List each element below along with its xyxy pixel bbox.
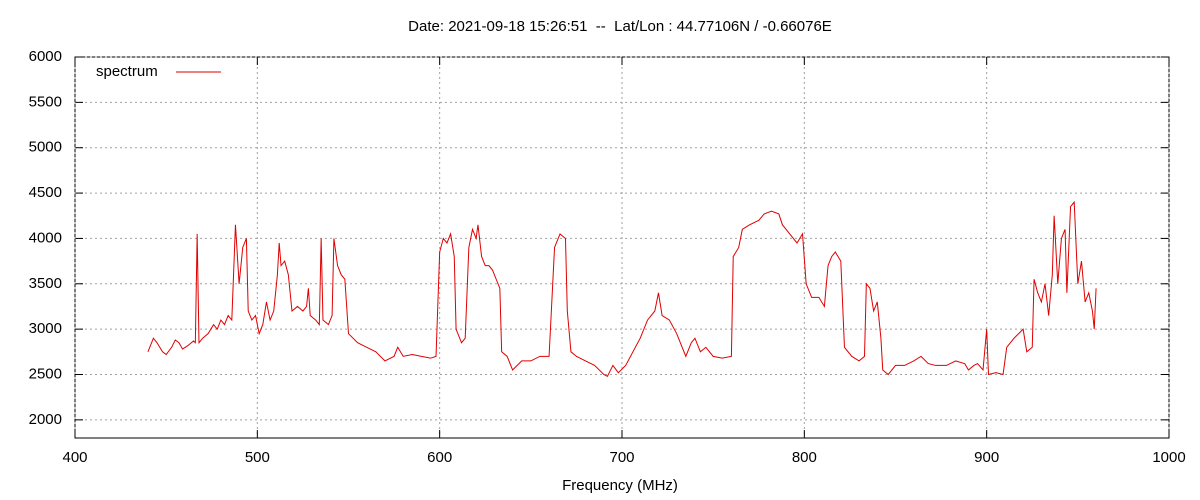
- y-tick-label: 2000: [29, 411, 62, 428]
- y-tick-label: 5000: [29, 139, 62, 156]
- x-tick-label: 400: [62, 449, 87, 466]
- x-tick-label: 900: [974, 449, 999, 466]
- y-tick-label: 2500: [29, 365, 62, 382]
- x-tick-label: 1000: [1152, 449, 1185, 466]
- y-tick-label: 3000: [29, 320, 62, 337]
- y-tick-label: 4000: [29, 229, 62, 246]
- x-tick-label: 600: [427, 449, 452, 466]
- x-axis-label: Frequency (MHz): [562, 477, 678, 494]
- y-tick-label: 3500: [29, 275, 62, 292]
- y-tick-label: 5500: [29, 93, 62, 110]
- legend-label: spectrum: [96, 63, 158, 80]
- chart-title: Date: 2021-09-18 15:26:51 -- Lat/Lon : 4…: [408, 18, 832, 35]
- y-tick-label: 6000: [29, 48, 62, 65]
- y-tick-label: 4500: [29, 184, 62, 201]
- x-tick-label: 700: [609, 449, 634, 466]
- x-tick-label: 800: [792, 449, 817, 466]
- x-tick-label: 500: [245, 449, 270, 466]
- data-line: [147, 200, 1097, 377]
